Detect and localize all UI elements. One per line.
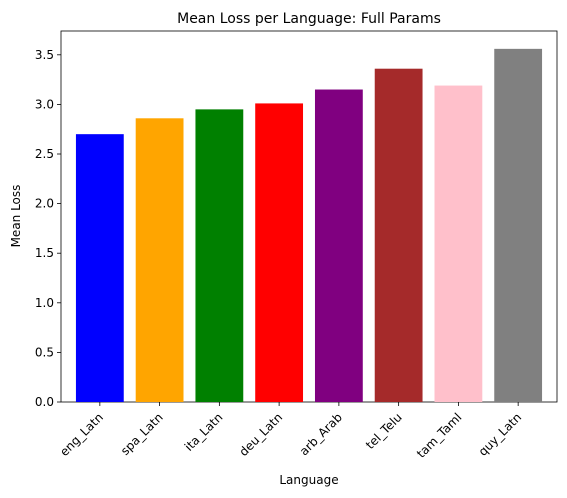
x-tick-label: arb_Arab <box>297 410 345 458</box>
bar-arb_Arab <box>314 89 363 403</box>
y-tick-label: 2.0 <box>35 197 54 211</box>
x-tick-label: quy_Latn <box>476 410 525 459</box>
x-tick-label: spa_Latn <box>118 410 166 458</box>
x-tick-label: deu_Latn <box>236 410 285 459</box>
x-tick-label: ita_Latn <box>182 410 226 454</box>
bar-deu_Latn <box>255 103 304 403</box>
x-axis: eng_Latn spa_Latn ita_Latn deu_Latn arb_Arab… <box>57 402 524 461</box>
x-tick-label: eng_Latn <box>57 410 106 459</box>
y-axis-label: Mean Loss <box>9 185 23 248</box>
bar-eng_Latn <box>75 134 124 402</box>
chart-title: Mean Loss per Language: Full Params <box>177 11 441 27</box>
y-tick-label: 1.5 <box>35 246 54 260</box>
bar-tel_Telu <box>374 68 423 402</box>
y-tick-label: 2.5 <box>35 147 54 161</box>
x-axis-label: Language <box>279 473 338 487</box>
x-tick-label: tel_Telu <box>363 410 405 452</box>
bar-spa_Latn <box>135 118 184 402</box>
bars-group <box>75 48 543 403</box>
y-axis: 0.0 0.5 1.0 1.5 2.0 2.5 3.0 3.5 <box>35 48 61 409</box>
bar-tam_Taml <box>434 85 483 402</box>
y-tick-label: 1.0 <box>35 296 54 310</box>
bar-quy_Latn <box>494 48 543 402</box>
y-tick-label: 3.0 <box>35 97 54 111</box>
y-tick-label: 0.0 <box>35 395 54 409</box>
y-tick-label: 0.5 <box>35 345 54 359</box>
plot-area: 0.0 0.5 1.0 1.5 2.0 2.5 3.0 3.5 eng_Latn spa_Lat… <box>35 30 558 461</box>
y-tick-label: 3.5 <box>35 48 54 62</box>
x-tick-label: tam_Taml <box>414 410 465 461</box>
bar-ita_Latn <box>195 109 244 403</box>
plot-frame <box>60 30 558 403</box>
